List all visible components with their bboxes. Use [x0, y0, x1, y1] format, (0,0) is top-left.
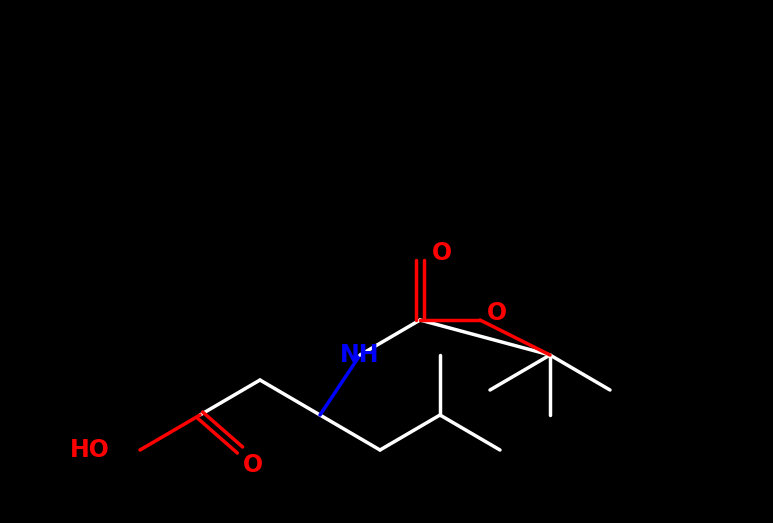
Text: O: O	[487, 301, 507, 325]
Text: NH: NH	[340, 343, 380, 367]
Text: HO: HO	[70, 438, 110, 462]
Text: O: O	[243, 453, 263, 477]
Text: O: O	[432, 241, 452, 265]
